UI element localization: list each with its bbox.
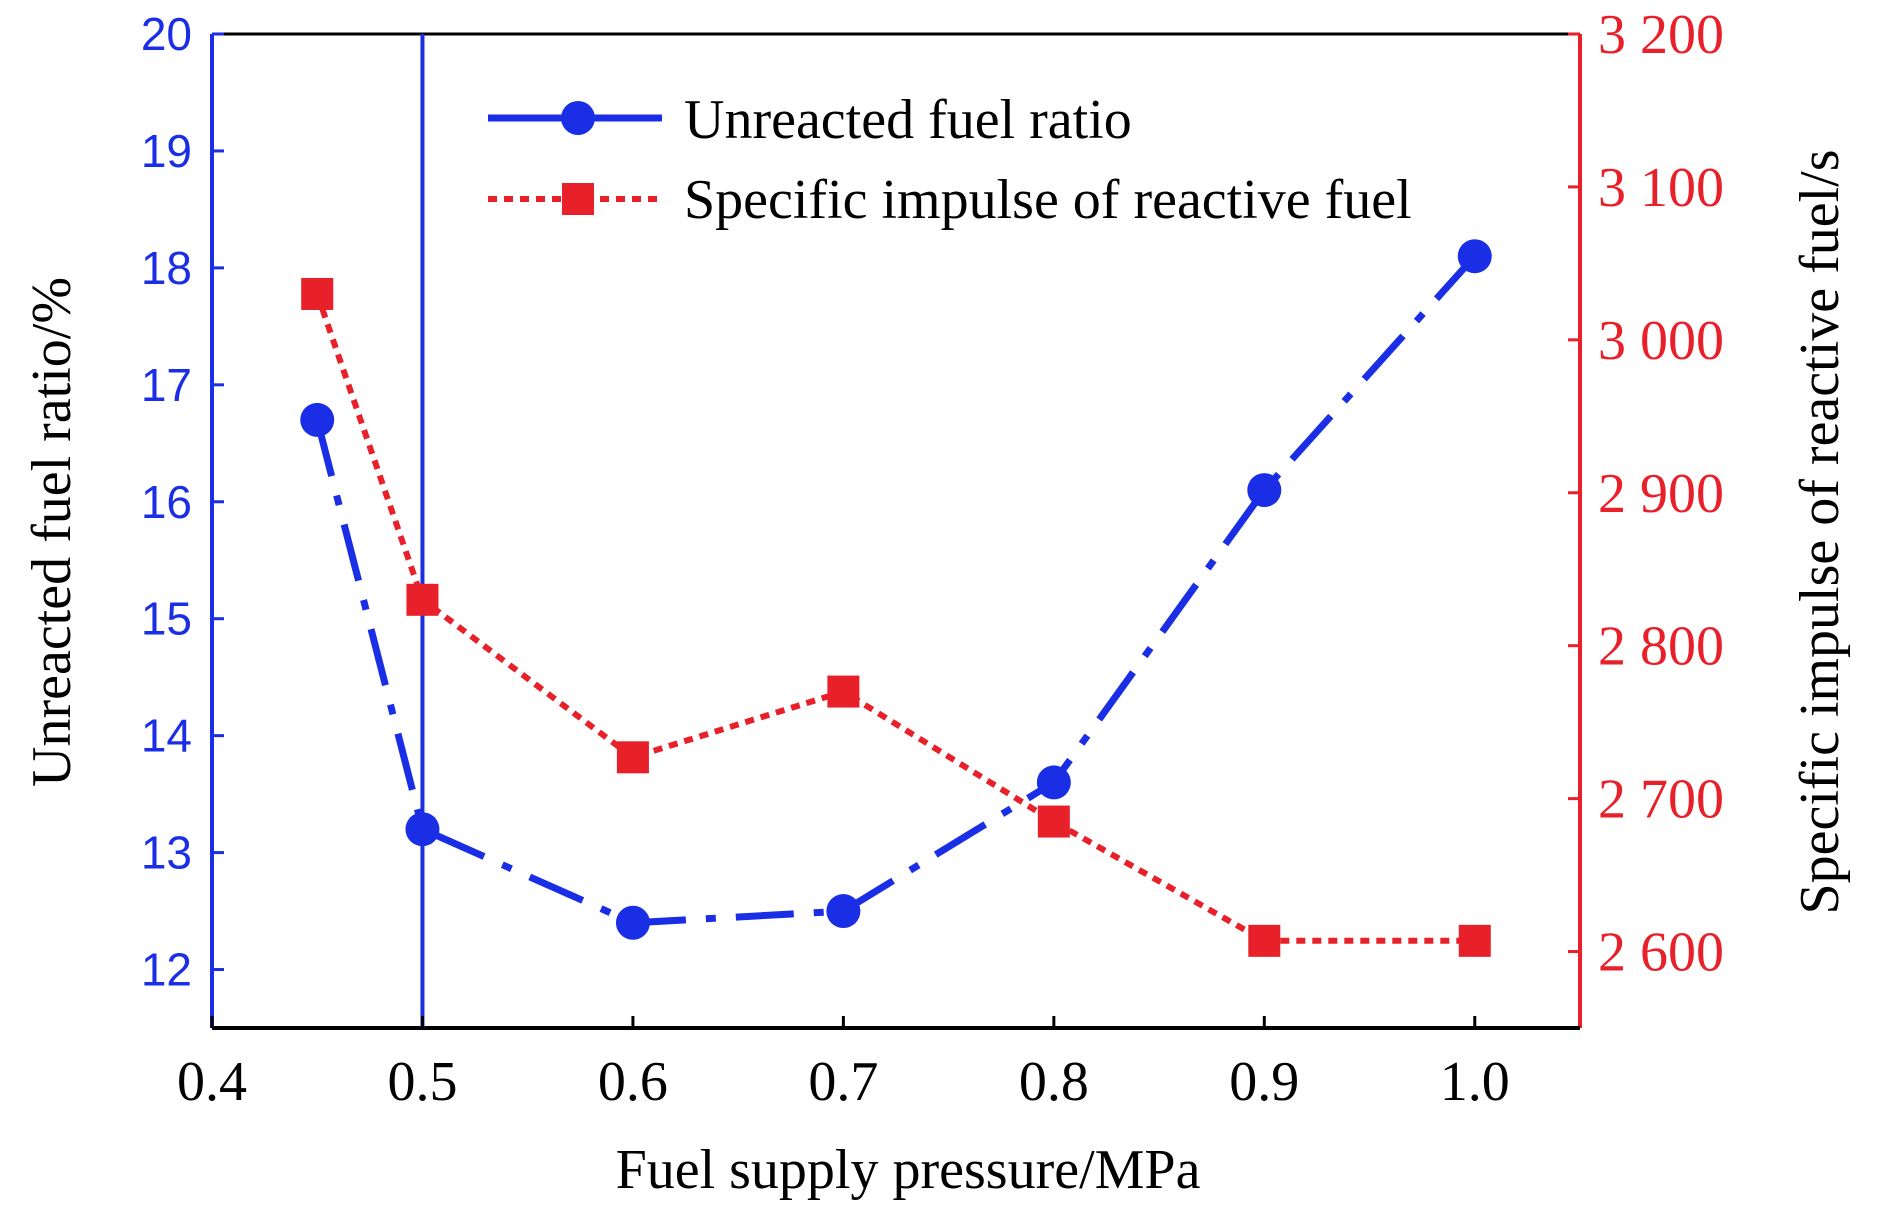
right-y-axis-title: Specific impulse of reactive fuel/s <box>1789 149 1851 914</box>
legend-item-specific-impulse: Specific impulse of reactive fuel <box>488 169 1412 231</box>
left-y-axis-title: Unreacted fuel ratio/% <box>21 277 83 787</box>
legend-item-unreacted: Unreacted fuel ratio <box>488 89 1132 151</box>
data-point <box>1457 239 1492 274</box>
legend-label-unreacted: Unreacted fuel ratio <box>684 89 1132 151</box>
series-1 <box>300 239 1492 940</box>
left-axis-ticks: 12 13 14 15 16 17 18 19 20 <box>141 8 224 996</box>
data-point <box>826 894 861 929</box>
legend-marker-specific-impulse <box>562 183 594 215</box>
data-point <box>1037 805 1070 838</box>
data-point <box>301 277 334 310</box>
right-tick-label: 3 200 <box>1598 4 1724 66</box>
data-point <box>300 402 335 437</box>
right-tick-label: 3 000 <box>1598 310 1724 372</box>
right-tick-label: 2 600 <box>1598 922 1724 984</box>
legend-marker-unreacted <box>561 101 595 135</box>
left-tick-label: 19 <box>141 125 192 177</box>
right-tick-label: 2 700 <box>1598 769 1724 831</box>
left-tick-label: 13 <box>141 827 192 879</box>
right-axis-ticks: 2 600 2 700 2 800 2 900 3 000 3 100 3 200 <box>1568 4 1724 984</box>
right-tick-label: 2 900 <box>1598 463 1724 525</box>
x-tick-label: 0.7 <box>808 1051 878 1113</box>
left-tick-label: 16 <box>141 476 192 528</box>
data-point <box>406 583 439 616</box>
data-point <box>1247 473 1282 508</box>
left-tick-label: 18 <box>141 242 192 294</box>
x-tick-label: 0.8 <box>1019 1051 1089 1113</box>
left-tick-label: 14 <box>141 710 192 762</box>
left-tick-label: 15 <box>141 593 192 645</box>
left-tick-label: 12 <box>141 944 192 996</box>
plot-area <box>210 32 1582 1030</box>
data-point <box>615 905 650 940</box>
x-tick-label: 0.6 <box>598 1051 668 1113</box>
x-tick-label: 0.9 <box>1229 1051 1299 1113</box>
x-tick-label: 0.5 <box>387 1051 457 1113</box>
series-line <box>314 293 1475 944</box>
left-tick-label: 20 <box>141 8 192 60</box>
data-point <box>616 741 649 774</box>
data-point <box>405 812 440 847</box>
data-point <box>1458 924 1491 957</box>
data-point <box>827 675 860 708</box>
x-tick-label: 1.0 <box>1440 1051 1510 1113</box>
series-2 <box>301 277 1491 957</box>
x-tick-label: 0.4 <box>177 1051 247 1113</box>
data-point <box>1248 924 1281 957</box>
series-layer <box>300 239 1492 957</box>
legend-label-specific-impulse: Specific impulse of reactive fuel <box>684 169 1412 231</box>
x-axis-ticks: 0.4 0.5 0.6 0.7 0.8 0.9 1.0 <box>177 1016 1510 1113</box>
right-tick-label: 3 100 <box>1598 157 1724 219</box>
legend: Unreacted fuel ratio Specific impulse of… <box>488 89 1412 231</box>
data-point <box>1036 765 1071 800</box>
right-tick-label: 2 800 <box>1598 616 1724 678</box>
x-axis-title: Fuel supply pressure/MPa <box>616 1139 1201 1201</box>
series-line <box>313 253 1478 927</box>
left-tick-label: 17 <box>141 359 192 411</box>
